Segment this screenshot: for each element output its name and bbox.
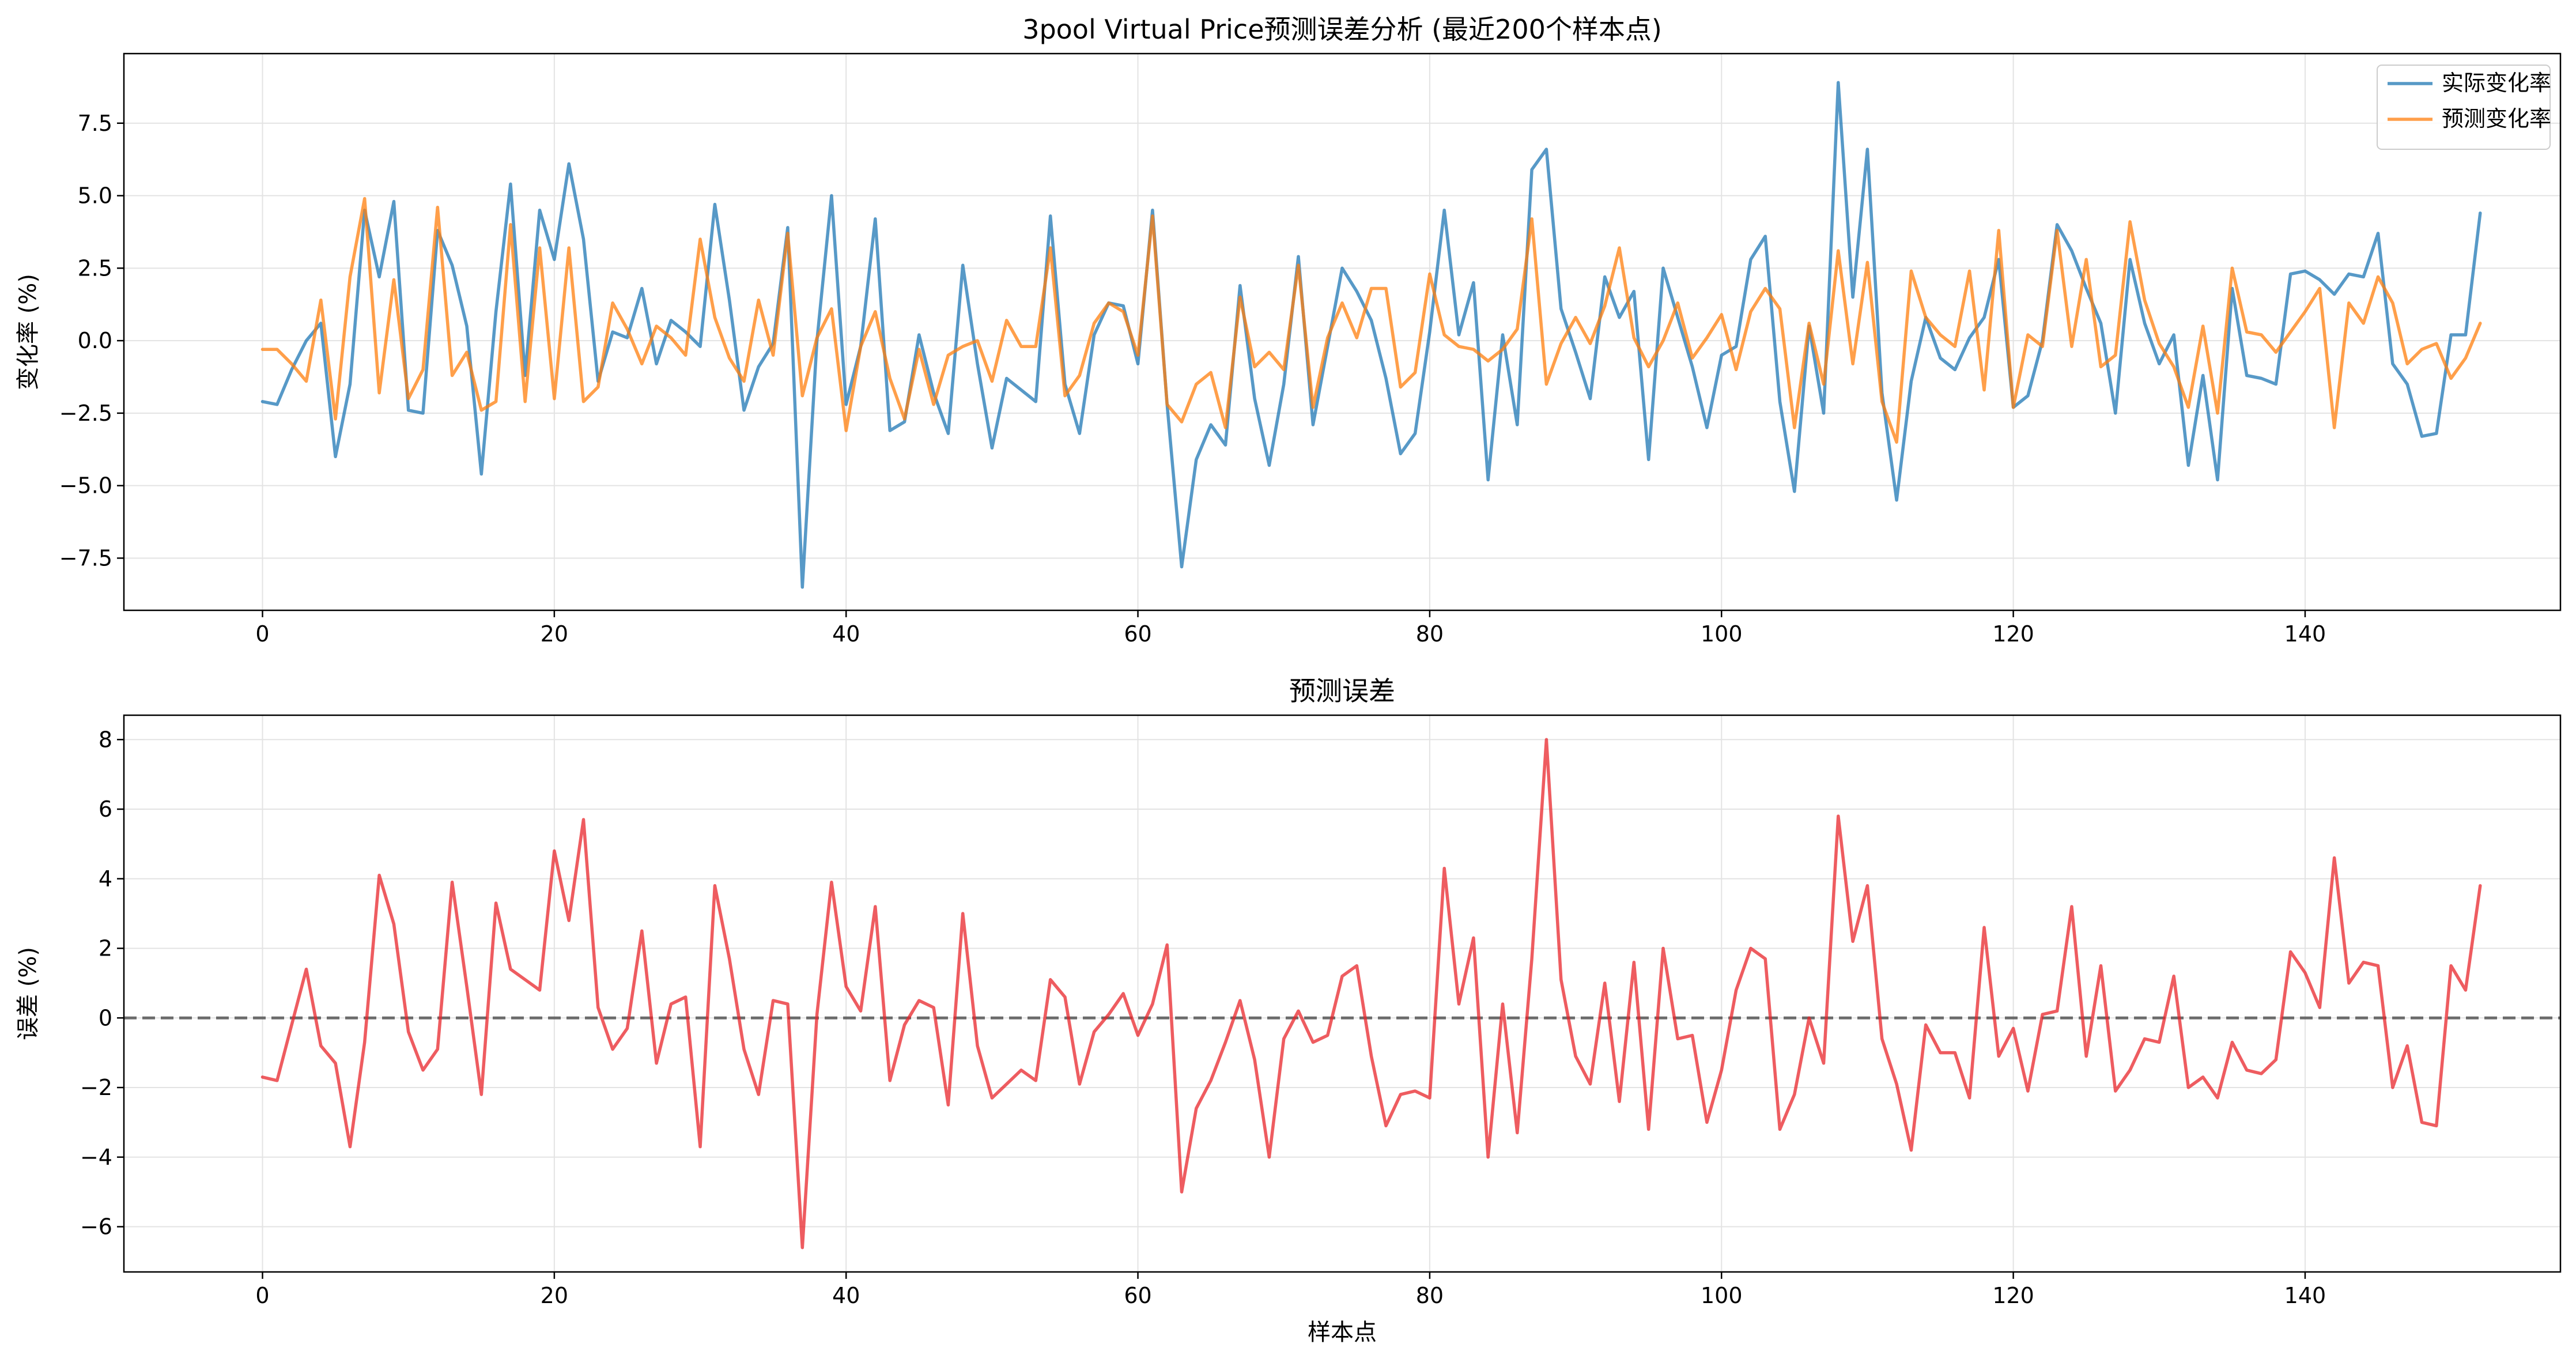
top-chart-y-tick-label: 2.5 xyxy=(78,255,112,281)
top-chart-legend-label: 预测变化率 xyxy=(2442,106,2551,131)
top-chart-ticks: 0 20 40 60 80 100 120 140 −7.5 −5.0 −2.5 0.0 2.5 5.0 7… xyxy=(59,111,2326,647)
bottom-chart-x-tick-label: 0 xyxy=(255,1283,269,1308)
bottom-chart-y-tick-label: 2 xyxy=(99,936,112,961)
top-chart-y-tick-label: 5.0 xyxy=(78,183,112,209)
top-chart-title: 3pool Virtual Price预测误差分析 (最近200个样本点) xyxy=(1022,14,1662,45)
top-chart-x-tick-label: 100 xyxy=(1701,621,1743,647)
bottom-chart-x-tick-label: 60 xyxy=(1124,1283,1151,1308)
bottom-chart-x-tick-label: 140 xyxy=(2284,1283,2326,1308)
top-chart-y-tick-label: −2.5 xyxy=(59,401,112,426)
top-chart-x-tick-label: 0 xyxy=(255,621,269,647)
bottom-chart-y-tick-label: 6 xyxy=(99,796,112,822)
bottom-chart-title: 预测误差 xyxy=(1289,675,1395,707)
bottom-chart-y-tick-label: 4 xyxy=(99,866,112,892)
bottom-chart-series-line-1 xyxy=(260,738,2482,1249)
bottom-chart-y-tick-label: 0 xyxy=(99,1005,112,1030)
top-chart-x-tick-label: 40 xyxy=(832,621,860,647)
top-chart-series-line-2 xyxy=(260,197,2482,444)
bottom-chart-plot-frame xyxy=(123,714,2562,1273)
top-chart-y-tick-label: −7.5 xyxy=(59,545,112,571)
top-chart-plot-frame xyxy=(123,52,2562,611)
top-chart-x-tick-label: 140 xyxy=(2284,621,2326,647)
bottom-chart-y-tick-label: −6 xyxy=(80,1214,112,1240)
top-chart-y-tick-label: −5.0 xyxy=(59,473,112,499)
top-chart-x-tick-label: 60 xyxy=(1124,621,1151,647)
top-chart-series xyxy=(260,81,2482,589)
bottom-chart-y-tick-label: 8 xyxy=(99,727,112,752)
top-chart-legend-box xyxy=(2377,65,2551,150)
bottom-chart-x-tick-label: 100 xyxy=(1701,1283,1743,1308)
top-chart-y-axis-label: 变化率 (%) xyxy=(15,274,41,390)
bottom-chart-x-tick-label: 80 xyxy=(1416,1283,1444,1308)
bottom-chart-series xyxy=(260,738,2482,1249)
bottom-chart: 0 20 40 60 80 100 120 140 −6 −4 −2 0 2 4 6 8 预测误差 误差 (%… xyxy=(15,675,2562,1346)
top-chart-legend-label: 实际变化率 xyxy=(2442,70,2551,96)
top-chart-y-tick-label: 7.5 xyxy=(78,111,112,136)
bottom-chart-x-axis-label: 样本点 xyxy=(1308,1319,1377,1346)
bottom-chart-y-tick-label: −4 xyxy=(80,1145,112,1170)
top-chart-x-tick-label: 80 xyxy=(1416,621,1444,647)
bottom-chart-x-tick-label: 40 xyxy=(832,1283,860,1308)
bottom-chart-y-axis-label: 误差 (%) xyxy=(15,947,41,1040)
top-chart: 0 20 40 60 80 100 120 140 −7.5 −5.0 −2.5 0.0 2.5 5.0 7… xyxy=(15,14,2562,647)
top-chart-x-tick-label: 20 xyxy=(541,621,568,647)
top-chart-series-line-1 xyxy=(260,81,2482,589)
top-chart-y-tick-label: 0.0 xyxy=(78,328,112,353)
bottom-chart-y-tick-label: −2 xyxy=(80,1075,112,1100)
top-chart-x-tick-label: 120 xyxy=(1992,621,2034,647)
bottom-chart-x-tick-label: 20 xyxy=(541,1283,568,1308)
bottom-chart-x-tick-label: 120 xyxy=(1992,1283,2034,1308)
bottom-chart-ticks: 0 20 40 60 80 100 120 140 −6 −4 −2 0 2 4 6 8 xyxy=(80,727,2326,1308)
